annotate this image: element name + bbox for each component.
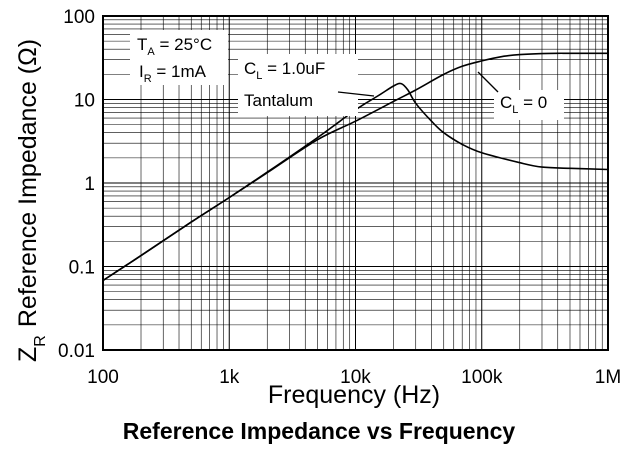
x-tick-label: 100 <box>87 367 119 388</box>
cl-zero-label-bg <box>494 90 564 120</box>
condition-box-bg <box>130 30 228 85</box>
chart: 100 1k 10k 100k 1M 0.01 0.1 1 10 100 TA = 25°C IR… <box>14 7 621 409</box>
y-tick-label: 0.1 <box>69 258 95 279</box>
x-tick-label: 10k <box>340 367 371 388</box>
condition-box: TA = 25°C IR = 1mA <box>130 30 228 85</box>
x-axis-label: Frequency (Hz) <box>268 381 440 409</box>
y-tick-label: 10 <box>74 91 95 112</box>
y-axis-label: Reference Impedance (Ω) <box>14 39 42 327</box>
ir-condition: IR = 1mA <box>139 62 207 85</box>
cl-zero-label-text: CL = 0 <box>500 93 547 116</box>
cl-tantalum-label-line2: Tantalum <box>244 91 313 110</box>
x-tick-label: 100k <box>461 367 503 388</box>
series-cl-zero-line <box>102 52 608 282</box>
cl-tantalum-leader <box>337 91 375 97</box>
y-tick-label: 0.01 <box>58 341 95 362</box>
series-layer <box>102 52 609 282</box>
x-tick-label: 1k <box>219 367 240 388</box>
cl-zero-label: CL = 0 <box>477 71 564 120</box>
cl-tantalum-label: CL = 1.0uF Tantalum <box>238 54 375 116</box>
y-tick-label: 1 <box>84 174 95 195</box>
cl-zero-leader <box>477 71 499 93</box>
chart-title: Reference Impedance vs Frequency <box>122 418 516 444</box>
y-tick-label: 100 <box>63 7 95 28</box>
cl-tantalum-label-bg <box>238 54 358 116</box>
cl-tantalum-label-line1: CL = 1.0uF <box>244 59 325 82</box>
plot-frame <box>102 15 609 351</box>
y-axis-symbol: ZR <box>14 335 49 362</box>
x-tick-label: 1M <box>595 367 621 388</box>
tick-labels: 100 1k 10k 100k 1M 0.01 0.1 1 10 100 <box>58 7 621 388</box>
ta-condition: TA = 25°C <box>137 35 212 58</box>
